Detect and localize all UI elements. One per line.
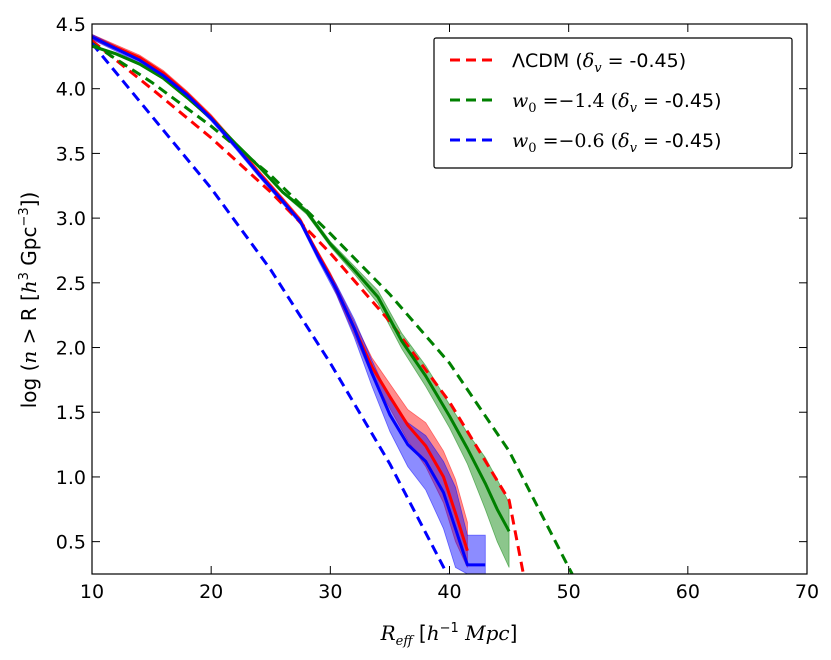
theory-line-w06	[92, 42, 449, 574]
y-axis-label: log (n > R [h3 Gpc−3])	[17, 192, 41, 409]
sim-line-w14	[92, 44, 511, 533]
y-tick-label: 3.0	[56, 208, 86, 230]
x-tick-label: 50	[557, 581, 581, 603]
legend-label-lcdm: ΛCDM (δv = -0.45)	[512, 50, 686, 76]
legend: ΛCDM (δv = -0.45) w0 =−1.4 (δv = -0.45) …	[433, 37, 793, 169]
y-tick-label: 1.0	[56, 467, 86, 489]
y-tick-label: 0.5	[56, 532, 86, 554]
x-tick-label: 10	[80, 581, 104, 603]
x-axis-ticks: 10 20 30 40 50 60 70	[80, 24, 819, 603]
y-axis-ticks: 0.5 1.0 1.5 2.0 2.5 3.0 3.5 4.0 4.5	[56, 14, 807, 554]
legend-label-w14: w0 =−1.4 (δv = -0.45)	[512, 90, 722, 116]
y-tick-label: 2.0	[56, 338, 86, 360]
sim-line-w06	[92, 35, 486, 567]
x-tick-label: 70	[795, 581, 819, 603]
x-tick-label: 30	[318, 581, 342, 603]
x-axis-label: Reff [h−1 Mpc]	[380, 621, 518, 649]
y-tick-label: 1.5	[56, 402, 86, 424]
y-tick-label: 2.5	[56, 273, 86, 295]
legend-box	[433, 37, 793, 169]
legend-label-w06: w0 =−0.6 (δv = -0.45)	[512, 130, 722, 156]
series-lines	[92, 35, 574, 574]
x-tick-label: 20	[199, 581, 223, 603]
y-tick-label: 4.0	[56, 79, 86, 101]
x-tick-label: 60	[676, 581, 700, 603]
y-tick-label: 4.5	[56, 14, 86, 36]
theory-line-lcdm	[92, 39, 525, 574]
y-tick-label: 3.5	[56, 143, 86, 165]
x-tick-label: 40	[437, 581, 461, 603]
